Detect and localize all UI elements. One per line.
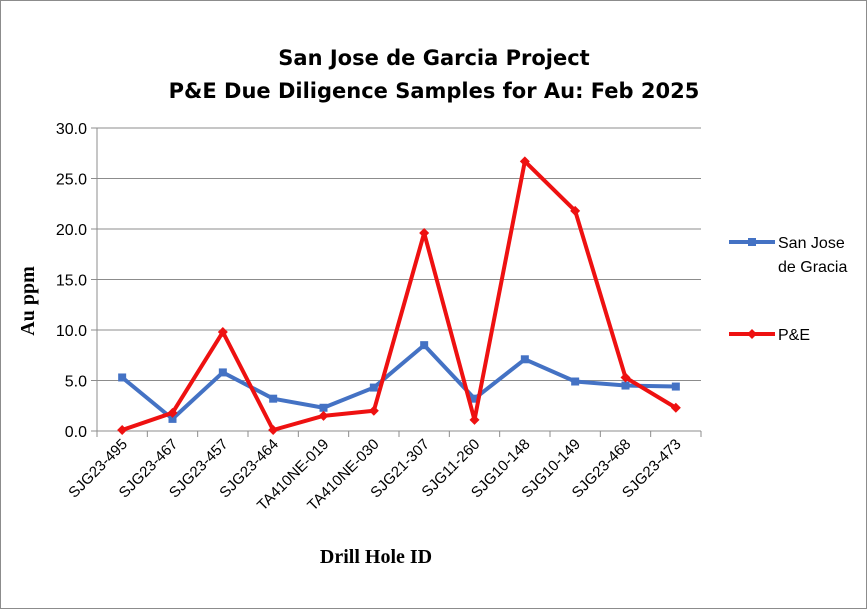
data-point-san-jose-de-gracia xyxy=(520,355,529,364)
y-tick-label: 30.0 xyxy=(56,121,87,138)
data-point-pe xyxy=(368,405,379,416)
legend-item-pe: P&E xyxy=(729,327,810,344)
data-point-pe xyxy=(620,372,631,383)
data-point-san-jose-de-gracia xyxy=(168,414,177,423)
data-point-san-jose-de-gracia xyxy=(118,373,127,382)
y-tick-label: 10.0 xyxy=(56,323,87,340)
legend-label: San Jose xyxy=(778,235,845,252)
series-line-pe xyxy=(120,159,678,432)
y-tick-label: 0.0 xyxy=(65,424,87,441)
gridlines xyxy=(97,127,701,381)
data-point-san-jose-de-gracia xyxy=(319,403,328,412)
legend-item-san-jose-de-gracia: San Jose de Gracia xyxy=(729,235,847,276)
data-point-pe xyxy=(670,402,681,413)
data-point-san-jose-de-gracia xyxy=(269,394,278,403)
chart-title: San Jose de Garcia Project P&E Due Dilig… xyxy=(169,46,700,103)
legend-swatch-marker xyxy=(748,238,756,246)
legend: San Jose de Gracia P&E xyxy=(729,235,847,344)
data-point-san-jose-de-gracia xyxy=(218,368,227,377)
data-point-san-jose-de-gracia xyxy=(470,394,479,403)
data-point-pe xyxy=(469,414,480,425)
y-tick-labels: 0.0 5.0 10.0 15.0 20.0 25.0 30.0 xyxy=(56,121,87,441)
y-tick-label: 20.0 xyxy=(56,222,87,239)
y-tick-label: 15.0 xyxy=(56,273,87,290)
data-point-pe xyxy=(268,424,279,435)
data-point-pe xyxy=(419,228,430,239)
series-san-jose-de-gracia xyxy=(118,341,680,423)
data-point-san-jose-de-gracia xyxy=(621,381,630,390)
data-series xyxy=(117,156,681,435)
data-point-pe xyxy=(217,327,228,338)
chart-title-line-1: San Jose de Garcia Project xyxy=(278,46,589,70)
data-point-san-jose-de-gracia xyxy=(571,377,580,386)
series-pe xyxy=(117,156,681,435)
data-point-san-jose-de-gracia xyxy=(420,341,429,350)
legend-label: P&E xyxy=(778,327,810,344)
data-point-pe xyxy=(519,156,530,167)
y-axis-title: Au ppm xyxy=(17,266,39,336)
x-axis-title: Drill Hole ID xyxy=(320,546,432,568)
axes xyxy=(91,127,702,437)
data-point-pe xyxy=(167,407,178,418)
series-line-san-jose-de-gracia xyxy=(120,343,678,421)
legend-label: de Gracia xyxy=(778,259,847,276)
chart-title-line-2: P&E Due Diligence Samples for Au: Feb 20… xyxy=(169,79,700,103)
data-point-pe xyxy=(318,410,329,421)
x-tick-labels: SJG23-495SJG23-467SJG23-457SJG23-464TA41… xyxy=(65,436,684,514)
data-point-san-jose-de-gracia xyxy=(671,382,680,391)
y-tick-label: 25.0 xyxy=(56,172,87,189)
data-point-pe xyxy=(117,424,128,435)
y-tick-label: 5.0 xyxy=(65,374,87,391)
data-point-san-jose-de-gracia xyxy=(369,383,378,392)
data-point-pe xyxy=(570,205,581,216)
legend-swatch-marker xyxy=(747,329,757,339)
